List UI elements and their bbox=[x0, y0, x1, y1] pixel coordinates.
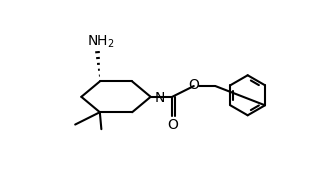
Text: NH$_2$: NH$_2$ bbox=[87, 33, 114, 50]
Text: N: N bbox=[155, 91, 165, 105]
Text: O: O bbox=[188, 78, 199, 92]
Text: O: O bbox=[168, 118, 179, 132]
